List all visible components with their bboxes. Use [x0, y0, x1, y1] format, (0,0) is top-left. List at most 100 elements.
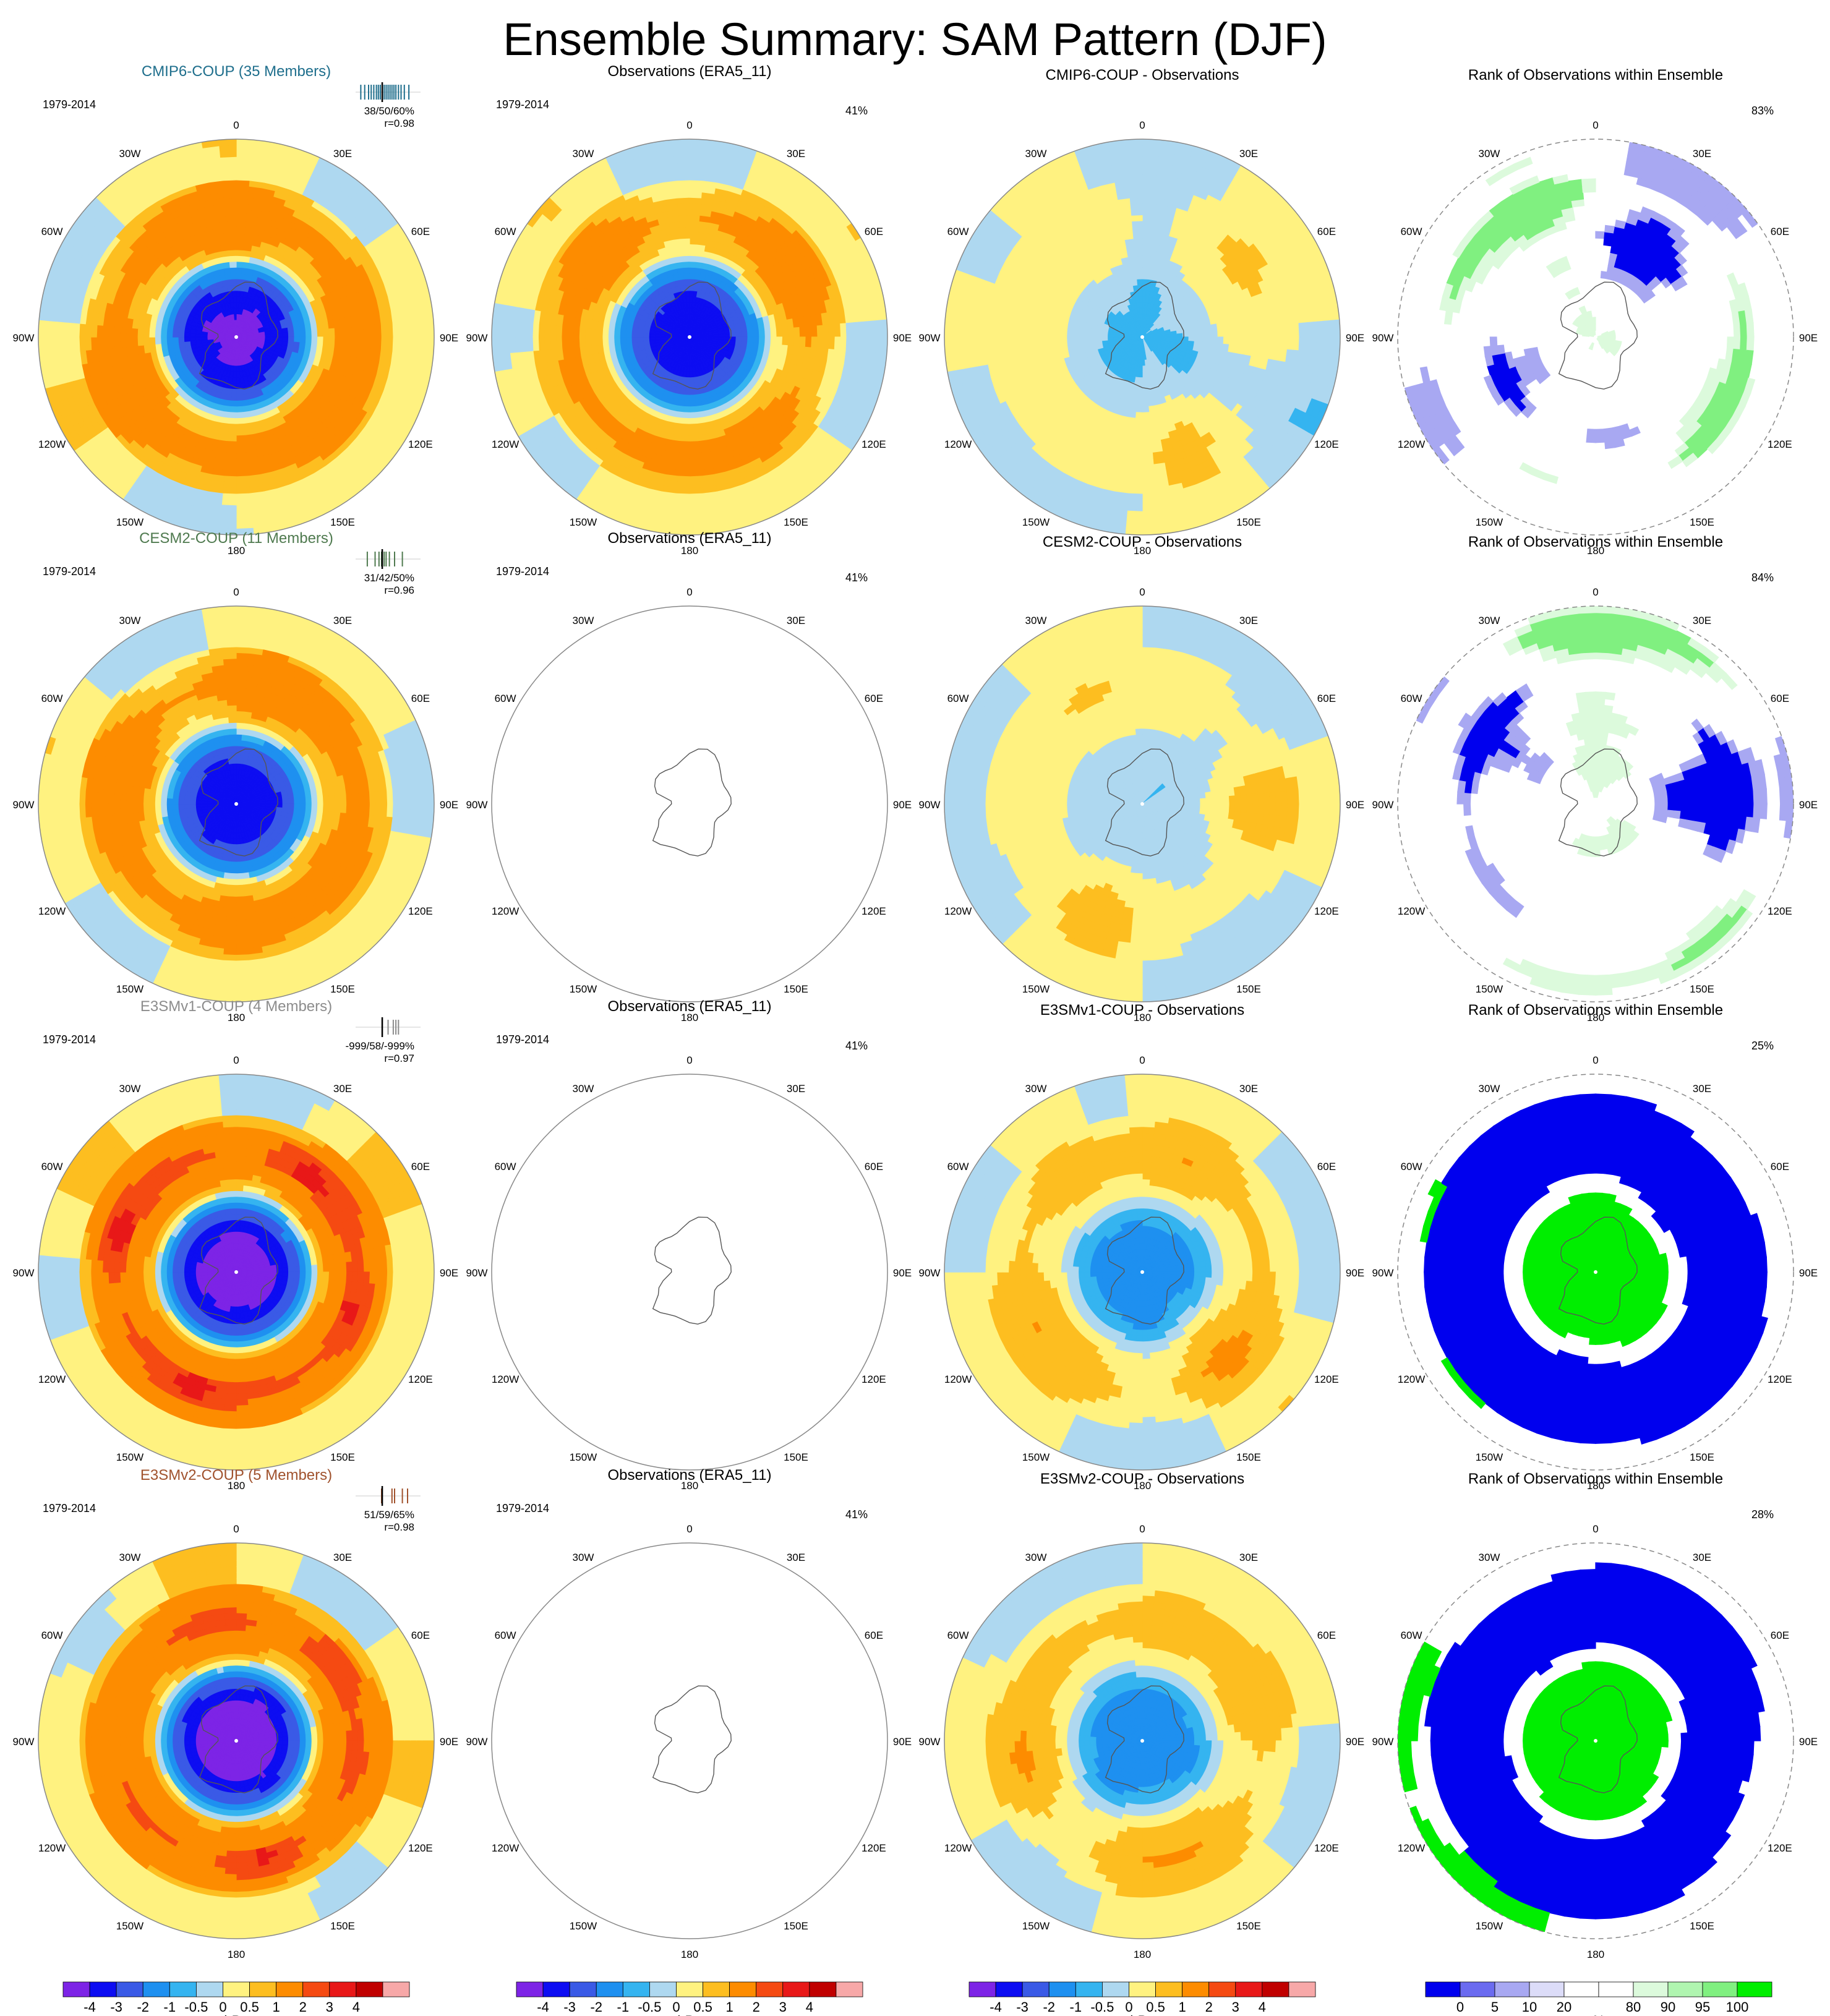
longitude-label: 60W — [1401, 1161, 1422, 1172]
rank-panel: 0 30E 60E 90E 120E 150E 180 150W 120W 90W 60W 30W Ra… — [1372, 1002, 1818, 1492]
colorbar-tick-label: -3 — [110, 1999, 122, 2015]
longitude-label: 30W — [1479, 1083, 1500, 1095]
colorbar-swatch — [1262, 1981, 1289, 1997]
longitude-label: 30W — [119, 615, 141, 626]
longitude-label: 60W — [495, 1161, 516, 1172]
rank-panel-title: Rank of Observations within Ensemble — [1468, 1002, 1723, 1019]
longitude-label: 120E — [408, 1842, 433, 1854]
longitude-label: 120W — [1398, 438, 1425, 450]
longitude-label: 90W — [466, 799, 488, 811]
longitude-label: 30E — [787, 1552, 805, 1563]
south-pole-marker — [1594, 1739, 1597, 1743]
obs-percent: 41% — [845, 1040, 868, 1052]
colorbar-swatch — [703, 1981, 730, 1997]
colorbar-swatch — [1235, 1981, 1263, 1997]
obs-panel-title: Observations (ERA5_11) — [607, 1467, 771, 1484]
longitude-label: 30W — [573, 148, 594, 160]
longitude-label: 90E — [1346, 1267, 1364, 1279]
longitude-label: 0 — [1139, 586, 1145, 598]
longitude-label: 90W — [13, 1267, 35, 1279]
longitude-label: 150W — [1022, 516, 1050, 528]
rank-panel: 0 30E 60E 90E 120E 150E 180 150W 120W 90W 60W 30W Ra… — [1372, 534, 1818, 1023]
map-boundary — [491, 605, 888, 1002]
longitude-label: 30E — [1239, 615, 1258, 626]
colorbar-swatch — [542, 1981, 570, 1997]
colorbar-tick-label: 2 — [1205, 1999, 1213, 2015]
south-pole-marker — [1140, 802, 1144, 806]
stats-correlation: r=0.98 — [384, 117, 414, 129]
coastline — [652, 1685, 732, 1793]
diff-panel-title: CMIP6-COUP - Observations — [1046, 67, 1239, 83]
longitude-label: 30E — [1239, 1083, 1258, 1095]
longitude-label: 30E — [1693, 1552, 1711, 1563]
colorbar-tick-label: -0.5 — [184, 1999, 208, 2015]
colorbar-tick-label: 5 — [1491, 1999, 1499, 2015]
colorbar-tick-label: 0.5 — [240, 1999, 259, 2015]
longitude-label: 60W — [41, 1629, 63, 1641]
stats-pvar: 51/59/65% — [364, 1509, 414, 1521]
longitude-label: 90E — [440, 332, 458, 344]
colorbar-swatch — [995, 1981, 1023, 1997]
coastline — [199, 1685, 278, 1793]
longitude-label: 90E — [440, 799, 458, 811]
south-pole-marker — [1594, 1270, 1597, 1274]
period-label: 1979-2014 — [496, 1033, 549, 1046]
longitude-label: 150E — [330, 983, 355, 995]
colorbar-swatch — [249, 1981, 277, 1997]
colorbar-tick-label: 3 — [779, 1999, 787, 2015]
obs-panel: 0 30E 60E 90E 120E 150E 180 150W 120W 90W 60W 30W Ob… — [466, 998, 912, 1492]
colorbar-swatch — [1022, 1981, 1050, 1997]
diff-colorbar: -4 -3 -2 -1 -0.5 0 0.5 1 2 3 4 hPa — [968, 1981, 1316, 2016]
colorbar-tick-label: 2 — [299, 1999, 307, 2015]
longitude-label: 180 — [1134, 1480, 1151, 1492]
model-panel-title: CMIP6-COUP (35 Members) — [142, 63, 331, 80]
longitude-label: 30W — [119, 148, 141, 160]
longitude-label: 90E — [893, 799, 912, 811]
longitude-label: 120E — [1768, 1373, 1792, 1385]
longitude-label: 90E — [893, 1736, 912, 1748]
longitude-label: 60W — [495, 1629, 516, 1641]
map-boundary — [38, 605, 435, 1002]
obs-panel-title: Observations (ERA5_11) — [607, 530, 771, 547]
longitude-label: 150E — [1236, 1920, 1261, 1932]
colorbar-tick-label: 80 — [1626, 1999, 1641, 2015]
colorbar-tick-label: 0 — [1125, 1999, 1132, 2015]
longitude-label: 120E — [1314, 905, 1339, 917]
diff-panel-title: CESM2-COUP - Observations — [1043, 534, 1242, 550]
colorbar-unit: hPa — [1130, 2013, 1155, 2016]
longitude-label: 60E — [865, 226, 883, 237]
coastline — [652, 1216, 732, 1325]
longitude-label: 150E — [330, 1920, 355, 1932]
colorbar-tick-label: -2 — [590, 1999, 602, 2015]
longitude-label: 30E — [333, 615, 352, 626]
stats-correlation: r=0.98 — [384, 1521, 414, 1533]
colorbar-tick-label: 2 — [753, 1999, 760, 2015]
longitude-label: 60E — [865, 1161, 883, 1172]
figure-title: Ensemble Summary: SAM Pattern (DJF) — [0, 9, 1830, 70]
longitude-label: 180 — [1587, 1949, 1604, 1960]
coastline — [1105, 281, 1184, 390]
coastline — [1558, 1216, 1638, 1325]
longitude-label: 150W — [1022, 983, 1050, 995]
colorbar-tick-label: -2 — [137, 1999, 149, 2015]
longitude-label: 180 — [1587, 1012, 1604, 1023]
model-panel-title: E3SMv1-COUP (4 Members) — [140, 998, 332, 1015]
colorbar-tick-label: 3 — [326, 1999, 333, 2015]
longitude-label: 0 — [686, 119, 692, 131]
colorbar-swatch — [142, 1981, 170, 1997]
longitude-label: 150W — [1476, 1451, 1503, 1463]
longitude-label: 90E — [1799, 1736, 1818, 1748]
model-panel: 0 30E 60E 90E 120E 150E 180 150W 120W 90W 60W 30W CE… — [13, 530, 459, 1023]
longitude-label: 90W — [13, 1736, 35, 1748]
south-pole-marker — [234, 1270, 238, 1274]
rank-percent: 28% — [1751, 1508, 1774, 1521]
longitude-label: 30W — [1479, 1552, 1500, 1563]
longitude-label: 150E — [784, 1451, 808, 1463]
longitude-label: 90W — [466, 1267, 488, 1279]
colorbar-tick-label: 1 — [725, 1999, 733, 2015]
diff-panel: 0 30E 60E 90E 120E 150E 180 150W 120W 90W 60W 30W CM… — [919, 67, 1365, 557]
coastline — [1105, 748, 1184, 856]
longitude-label: 90W — [1372, 1267, 1394, 1279]
stats-pvar: 38/50/60% — [364, 105, 414, 117]
longitude-label: 0 — [1139, 119, 1145, 131]
